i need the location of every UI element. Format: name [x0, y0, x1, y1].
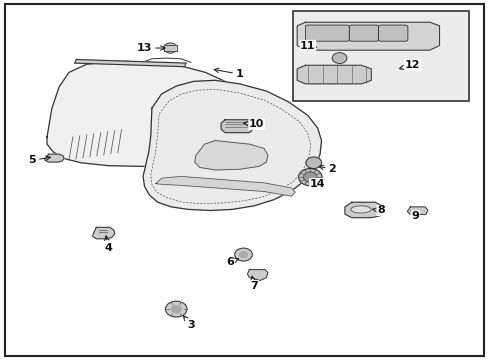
Circle shape: [163, 43, 177, 53]
Bar: [293, 12, 468, 101]
Circle shape: [165, 301, 186, 317]
Text: 9: 9: [410, 211, 418, 221]
Polygon shape: [407, 207, 427, 215]
Circle shape: [234, 248, 252, 261]
Polygon shape: [247, 270, 267, 280]
Polygon shape: [47, 61, 256, 166]
Circle shape: [239, 252, 247, 257]
FancyBboxPatch shape: [378, 25, 407, 41]
Text: 7: 7: [250, 276, 258, 291]
Text: 8: 8: [372, 206, 384, 216]
Text: 1: 1: [214, 68, 243, 79]
Text: 13: 13: [137, 43, 164, 53]
Polygon shape: [163, 45, 177, 51]
Text: 11: 11: [300, 41, 316, 50]
Circle shape: [331, 53, 346, 63]
FancyBboxPatch shape: [305, 25, 348, 41]
Circle shape: [305, 157, 321, 168]
Text: 6: 6: [225, 257, 238, 267]
Text: 5: 5: [28, 155, 50, 165]
Circle shape: [189, 148, 216, 168]
Text: 14: 14: [309, 179, 325, 189]
Polygon shape: [143, 80, 321, 211]
FancyBboxPatch shape: [348, 25, 378, 41]
Polygon shape: [44, 154, 64, 162]
Text: 4: 4: [104, 236, 112, 253]
Polygon shape: [194, 140, 267, 170]
Circle shape: [298, 168, 322, 186]
Polygon shape: [221, 120, 253, 133]
Circle shape: [171, 306, 181, 313]
Polygon shape: [297, 65, 370, 84]
Text: 2: 2: [318, 164, 335, 174]
Text: 3: 3: [183, 316, 194, 330]
Polygon shape: [297, 22, 439, 50]
Polygon shape: [92, 227, 115, 239]
Ellipse shape: [350, 206, 370, 213]
Polygon shape: [75, 59, 185, 67]
Circle shape: [303, 172, 317, 182]
Circle shape: [177, 127, 208, 150]
Circle shape: [161, 98, 200, 126]
Polygon shape: [156, 176, 295, 196]
Text: 12: 12: [399, 60, 420, 70]
Polygon shape: [344, 202, 382, 218]
Text: 10: 10: [243, 120, 264, 129]
